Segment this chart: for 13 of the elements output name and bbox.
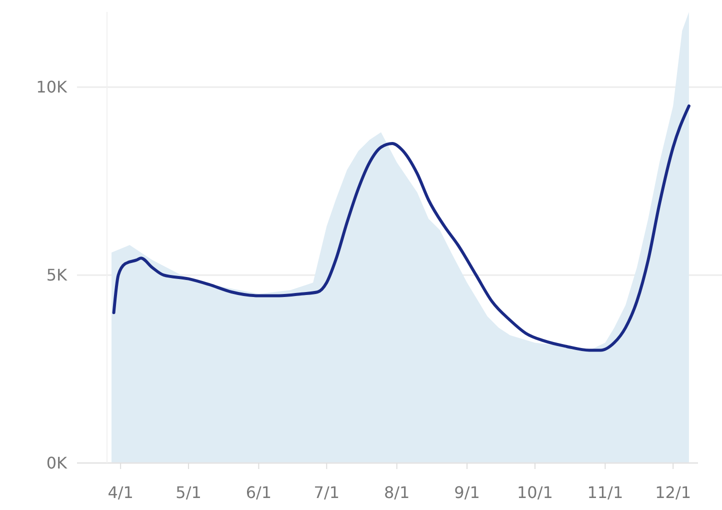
x-tick-label: 6/1 xyxy=(246,483,272,502)
x-tick-label: 4/1 xyxy=(108,483,134,502)
x-tick-label: 8/1 xyxy=(384,483,410,502)
x-tick-label: 9/1 xyxy=(454,483,480,502)
y-tick-label: 5K xyxy=(46,266,68,285)
x-tick-label: 10/1 xyxy=(516,483,553,502)
x-tick-label: 11/1 xyxy=(587,483,624,502)
y-tick-label: 0K xyxy=(46,454,68,472)
x-tick-label: 5/1 xyxy=(176,483,202,502)
line-series xyxy=(112,104,690,352)
x-tick-label: 12/1 xyxy=(655,483,692,502)
x-tick-label: 7/1 xyxy=(314,483,340,502)
y-tick-label: 10K xyxy=(36,78,68,97)
